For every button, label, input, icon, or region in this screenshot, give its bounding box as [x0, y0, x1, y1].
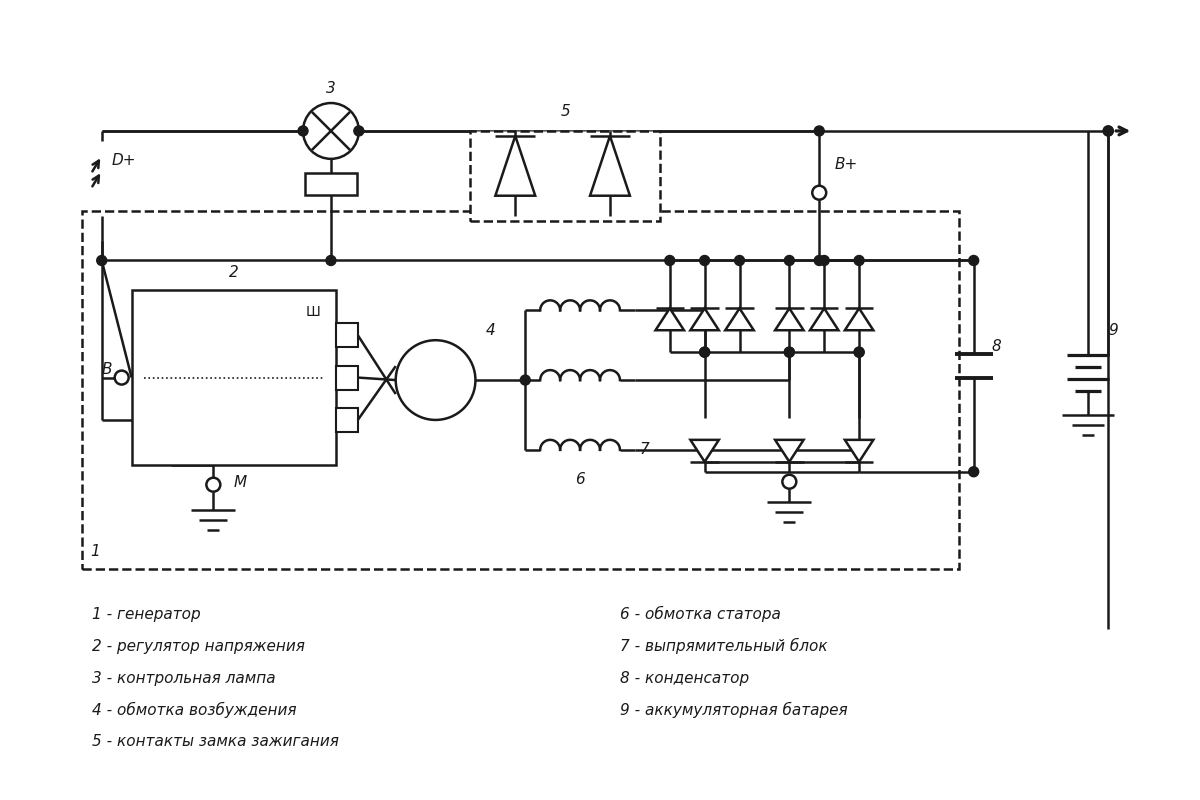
Text: M: M — [233, 475, 246, 490]
Text: 3: 3 — [326, 81, 336, 95]
Circle shape — [354, 126, 364, 136]
Polygon shape — [845, 308, 874, 330]
Text: 8 - конденсатор: 8 - конденсатор — [620, 670, 749, 686]
Text: 7: 7 — [640, 442, 649, 458]
Text: B: B — [101, 362, 112, 377]
Polygon shape — [690, 308, 719, 330]
Circle shape — [782, 474, 797, 489]
Polygon shape — [845, 440, 874, 462]
Polygon shape — [690, 440, 719, 462]
Text: 3 - контрольная лампа: 3 - контрольная лампа — [91, 670, 275, 686]
Bar — [82, 210, 959, 570]
Circle shape — [304, 103, 359, 159]
Circle shape — [1103, 126, 1114, 136]
Circle shape — [854, 347, 864, 357]
Circle shape — [812, 186, 827, 200]
Text: B+: B+ — [834, 158, 858, 172]
Text: 6: 6 — [575, 472, 584, 487]
Polygon shape — [810, 308, 839, 330]
Circle shape — [815, 126, 824, 136]
Text: 2: 2 — [229, 265, 239, 280]
Circle shape — [854, 347, 864, 357]
Polygon shape — [775, 308, 804, 330]
Bar — [305, 173, 356, 194]
Bar — [132, 290, 336, 465]
Bar — [470, 131, 660, 221]
Circle shape — [115, 370, 128, 385]
Circle shape — [854, 255, 864, 266]
Circle shape — [396, 340, 475, 420]
Polygon shape — [655, 308, 684, 330]
Text: 7 - выпрямительный блок: 7 - выпрямительный блок — [620, 638, 828, 654]
Circle shape — [968, 466, 979, 477]
Circle shape — [700, 255, 709, 266]
Circle shape — [968, 255, 979, 266]
Text: 1 - генератор: 1 - генератор — [91, 606, 200, 622]
Bar — [336, 366, 358, 390]
Circle shape — [815, 255, 824, 266]
Circle shape — [326, 255, 336, 266]
Circle shape — [700, 347, 709, 357]
Circle shape — [521, 375, 530, 385]
Text: 6 - обмотка статора: 6 - обмотка статора — [620, 606, 781, 622]
Text: 2 - регулятор напряжения: 2 - регулятор напряжения — [91, 638, 305, 654]
Polygon shape — [590, 136, 630, 196]
Circle shape — [734, 255, 744, 266]
Text: 4: 4 — [486, 322, 496, 338]
Circle shape — [820, 255, 829, 266]
Text: 5 - контакты замка зажигания: 5 - контакты замка зажигания — [91, 734, 338, 750]
Polygon shape — [775, 440, 804, 462]
Circle shape — [298, 126, 308, 136]
Circle shape — [206, 478, 221, 492]
Text: Ш: Ш — [306, 306, 320, 319]
Circle shape — [785, 347, 794, 357]
Circle shape — [700, 347, 709, 357]
Text: 9: 9 — [1109, 322, 1118, 338]
Circle shape — [97, 255, 107, 266]
Circle shape — [1103, 126, 1114, 136]
Circle shape — [785, 347, 794, 357]
Text: 4 - обмотка возбуждения: 4 - обмотка возбуждения — [91, 702, 296, 718]
Text: D+: D+ — [112, 154, 137, 168]
Text: 8: 8 — [991, 338, 1001, 354]
Text: 1: 1 — [90, 544, 100, 559]
Text: 9 - аккумуляторная батарея: 9 - аккумуляторная батарея — [620, 702, 847, 718]
Polygon shape — [496, 136, 535, 196]
Polygon shape — [725, 308, 754, 330]
Bar — [336, 323, 358, 347]
Text: 5: 5 — [560, 103, 570, 118]
Circle shape — [785, 255, 794, 266]
Circle shape — [665, 255, 674, 266]
Bar — [336, 408, 358, 432]
